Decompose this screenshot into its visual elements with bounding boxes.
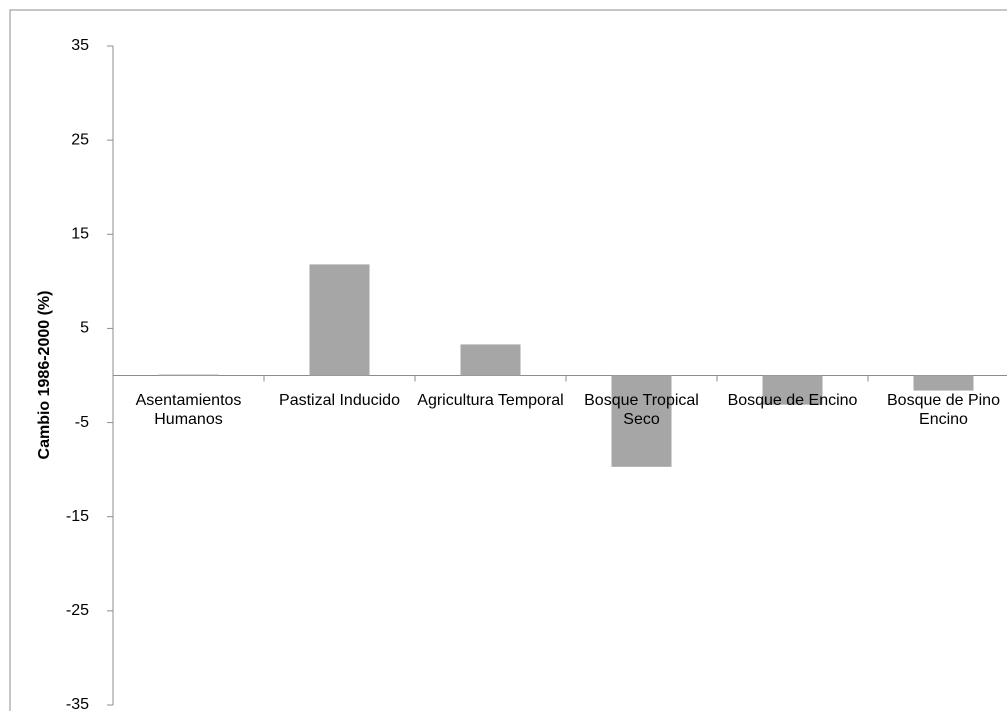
x-tick-label: Asentamientos Humanos bbox=[135, 391, 242, 428]
bar bbox=[309, 264, 370, 376]
bar bbox=[158, 374, 219, 376]
chart-frame bbox=[9, 9, 1007, 711]
x-tick-label: Pastizal Inducido bbox=[279, 391, 400, 409]
bar bbox=[762, 375, 823, 405]
y-tick-label: 25 bbox=[71, 131, 89, 148]
x-tick-label: Bosque de Pino Encino bbox=[887, 391, 1000, 428]
y-tick-label: -5 bbox=[75, 414, 89, 431]
x-tick-label: Bosque de Encino bbox=[727, 391, 858, 409]
x-tick-label: Agricultura Temporal bbox=[417, 391, 564, 409]
y-tick-label: -35 bbox=[66, 696, 89, 711]
y-tick-label: 5 bbox=[80, 320, 89, 337]
y-axis-label: Cambio 1986-2000 (%) bbox=[36, 291, 53, 460]
y-tick-label: 35 bbox=[71, 37, 89, 54]
x-tick-label: Bosque Tropical Seco bbox=[584, 391, 699, 428]
bar bbox=[913, 375, 974, 391]
y-tick-label: -25 bbox=[66, 602, 89, 619]
bar bbox=[611, 375, 672, 467]
y-tick-label: -15 bbox=[66, 508, 89, 525]
y-tick-label: 15 bbox=[71, 226, 89, 243]
bar bbox=[460, 344, 521, 376]
